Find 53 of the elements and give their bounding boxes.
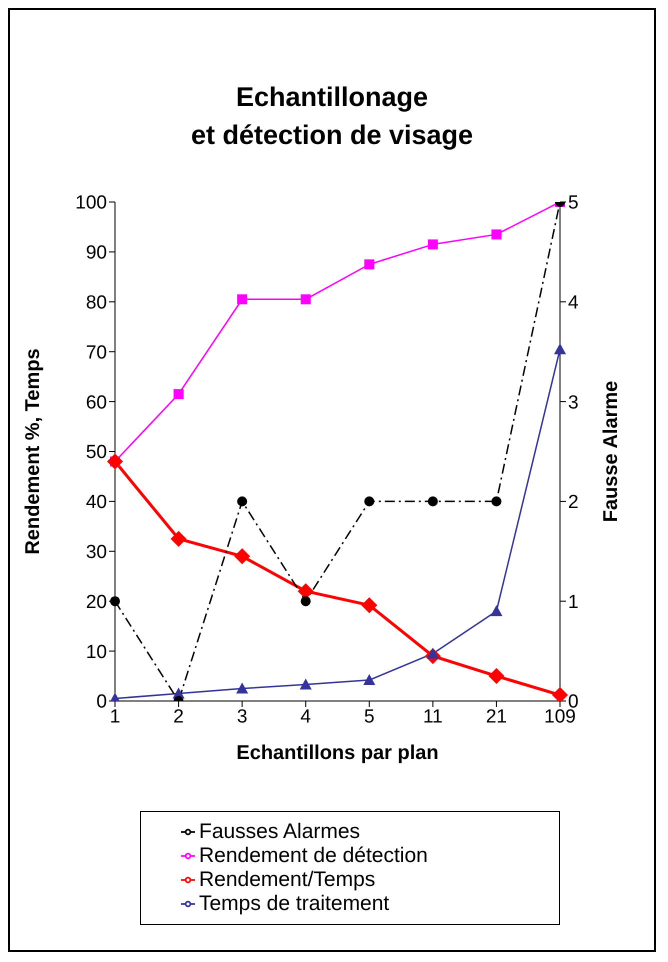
y-tick-label: 70 xyxy=(86,342,107,364)
point xyxy=(170,530,187,547)
y-tick-label: 90 xyxy=(86,242,107,264)
x-tick-label: 21 xyxy=(486,706,507,728)
y-tick-label: 10 xyxy=(86,642,107,663)
point xyxy=(364,259,374,270)
y-tick-label: 20 xyxy=(86,592,107,613)
y-tick-label: 60 xyxy=(86,392,107,414)
x-tick-label: 4 xyxy=(300,706,312,728)
y-tick-label: 100 xyxy=(75,192,107,214)
point xyxy=(428,239,438,250)
x-axis-title: Echantillons par plan xyxy=(236,742,439,764)
point xyxy=(237,496,248,506)
y-axis-title: Rendement %, Temps xyxy=(22,348,44,555)
point xyxy=(428,496,438,506)
y2-tick-label: 5 xyxy=(568,192,579,214)
y-tick-label: 30 xyxy=(86,542,107,564)
chart-title: Echantillonage et détection de visage xyxy=(190,81,474,152)
point xyxy=(491,496,502,506)
legend-label: Fausses Alarmes xyxy=(199,820,360,843)
x-tick-label: 3 xyxy=(236,706,248,728)
point xyxy=(110,596,120,606)
point xyxy=(364,496,374,506)
y2-tick-label: 3 xyxy=(568,392,579,414)
point xyxy=(237,294,248,304)
point xyxy=(107,453,123,470)
x-tick-label: 5 xyxy=(364,706,375,728)
point xyxy=(490,605,502,616)
legend-label: Temps de traitement xyxy=(199,892,390,915)
point xyxy=(554,343,566,354)
x-tick-label: 11 xyxy=(422,706,443,728)
y2-tick-label: 1 xyxy=(568,592,579,613)
point xyxy=(174,389,184,400)
legend-label: Rendement de détection xyxy=(199,844,428,867)
y-tick-label: 0 xyxy=(96,692,107,713)
point xyxy=(300,294,311,304)
x-tick-label: 1 xyxy=(110,706,120,728)
point xyxy=(236,682,248,694)
y2-tick-label: 2 xyxy=(568,492,579,514)
y-tick-label: 80 xyxy=(86,292,107,314)
y-tick-label: 50 xyxy=(86,442,107,464)
y-tick-label: 40 xyxy=(86,492,107,514)
point xyxy=(488,668,504,684)
point xyxy=(300,678,312,690)
y2-axis-title: Fausse Alarme xyxy=(600,380,622,522)
y2-tick-label: 4 xyxy=(568,292,579,314)
legend-label: Rendement/Temps xyxy=(199,868,376,891)
point xyxy=(234,548,250,564)
point xyxy=(363,674,376,686)
point xyxy=(491,229,502,240)
point xyxy=(300,596,311,606)
x-tick-label: 2 xyxy=(173,706,184,728)
point xyxy=(361,597,378,614)
